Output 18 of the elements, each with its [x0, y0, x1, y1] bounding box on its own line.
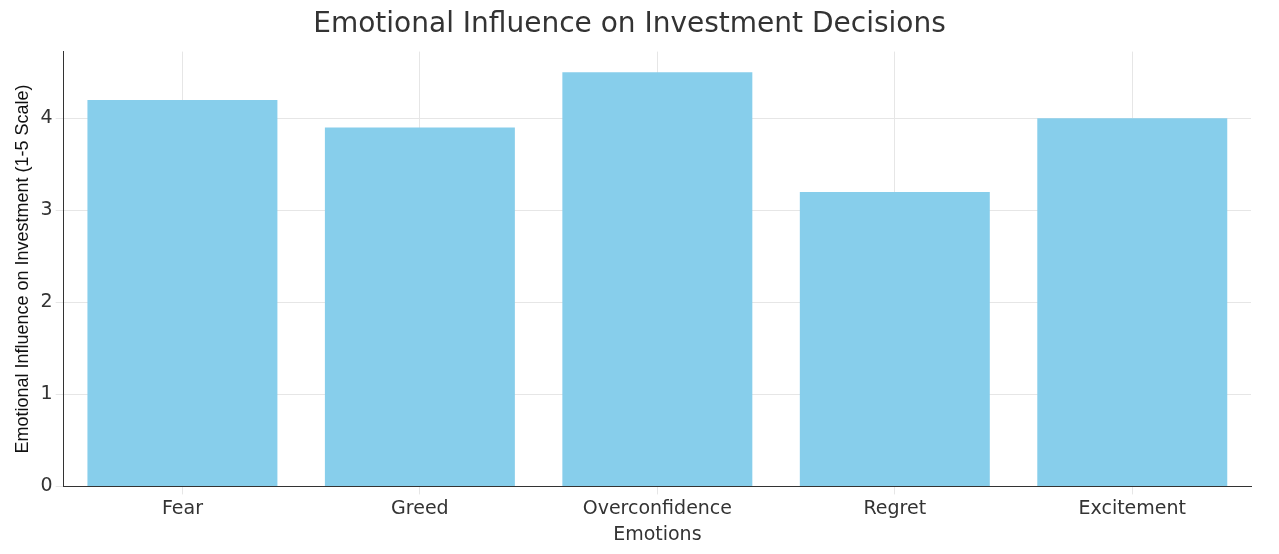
- y-tick-label: 0: [40, 473, 53, 496]
- bar: [1037, 118, 1228, 486]
- bar: [799, 191, 990, 486]
- bar: [324, 127, 515, 486]
- x-tick-label: Regret: [863, 495, 927, 518]
- y-tick-label: 2: [40, 289, 53, 312]
- y-tick-label: 1: [40, 381, 53, 404]
- x-tick-label: Fear: [161, 495, 204, 518]
- x-tick-label: Overconfidence: [582, 495, 732, 518]
- bar: [87, 99, 278, 486]
- y-tick-label: 3: [40, 197, 53, 220]
- x-tick-label: Greed: [391, 495, 449, 518]
- chart-title: Emotional Influence on Investment Decisions: [313, 6, 946, 40]
- x-tick-label: Excitement: [1078, 495, 1186, 518]
- bar: [562, 72, 753, 486]
- y-axis-title: Emotional Influence on Investment (1-5 Scale): [11, 84, 32, 454]
- x-axis-title: Emotions: [613, 521, 702, 544]
- y-tick-label: 4: [40, 105, 53, 128]
